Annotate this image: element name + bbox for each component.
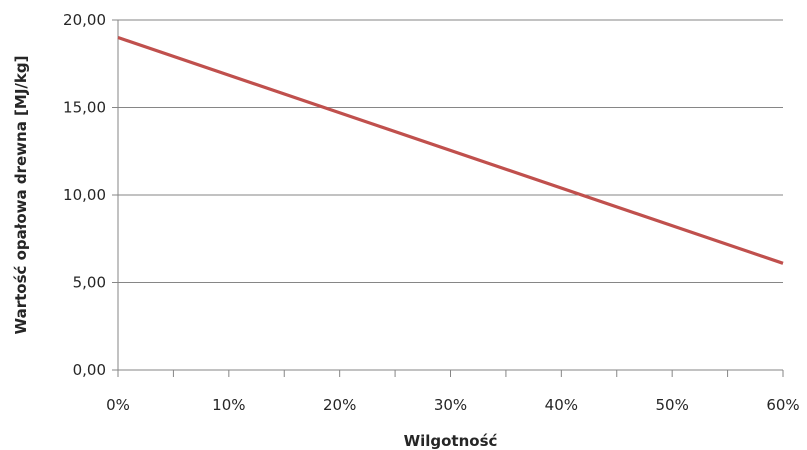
x-axis-title: Wilgotność [404, 432, 498, 450]
x-tick-label: 20% [323, 396, 356, 414]
x-tick-label: 10% [212, 396, 245, 414]
x-tick-label: 60% [766, 396, 799, 414]
series-line [117, 35, 784, 265]
y-tick-label: 10,00 [63, 186, 106, 204]
series [117, 35, 784, 265]
x-tick-label: 0% [106, 396, 130, 414]
y-tick-label: 0,00 [73, 361, 106, 379]
y-tick-label: 5,00 [73, 274, 106, 292]
x-tick-label: 40% [545, 396, 578, 414]
x-tick-label: 30% [434, 396, 467, 414]
y-tick-label: 15,00 [63, 99, 106, 117]
y-tick-label: 20,00 [63, 11, 106, 29]
x-tick-label: 50% [655, 396, 688, 414]
y-axis-title: Wartość opałowa drewna [MJ/kg] [12, 56, 30, 335]
axes [112, 19, 784, 377]
gridlines [118, 19, 783, 283]
tick-labels: 0,00 5,00 10,00 15,00 20,00 0% 10% 20% 30% 40% 50%… [63, 11, 800, 414]
